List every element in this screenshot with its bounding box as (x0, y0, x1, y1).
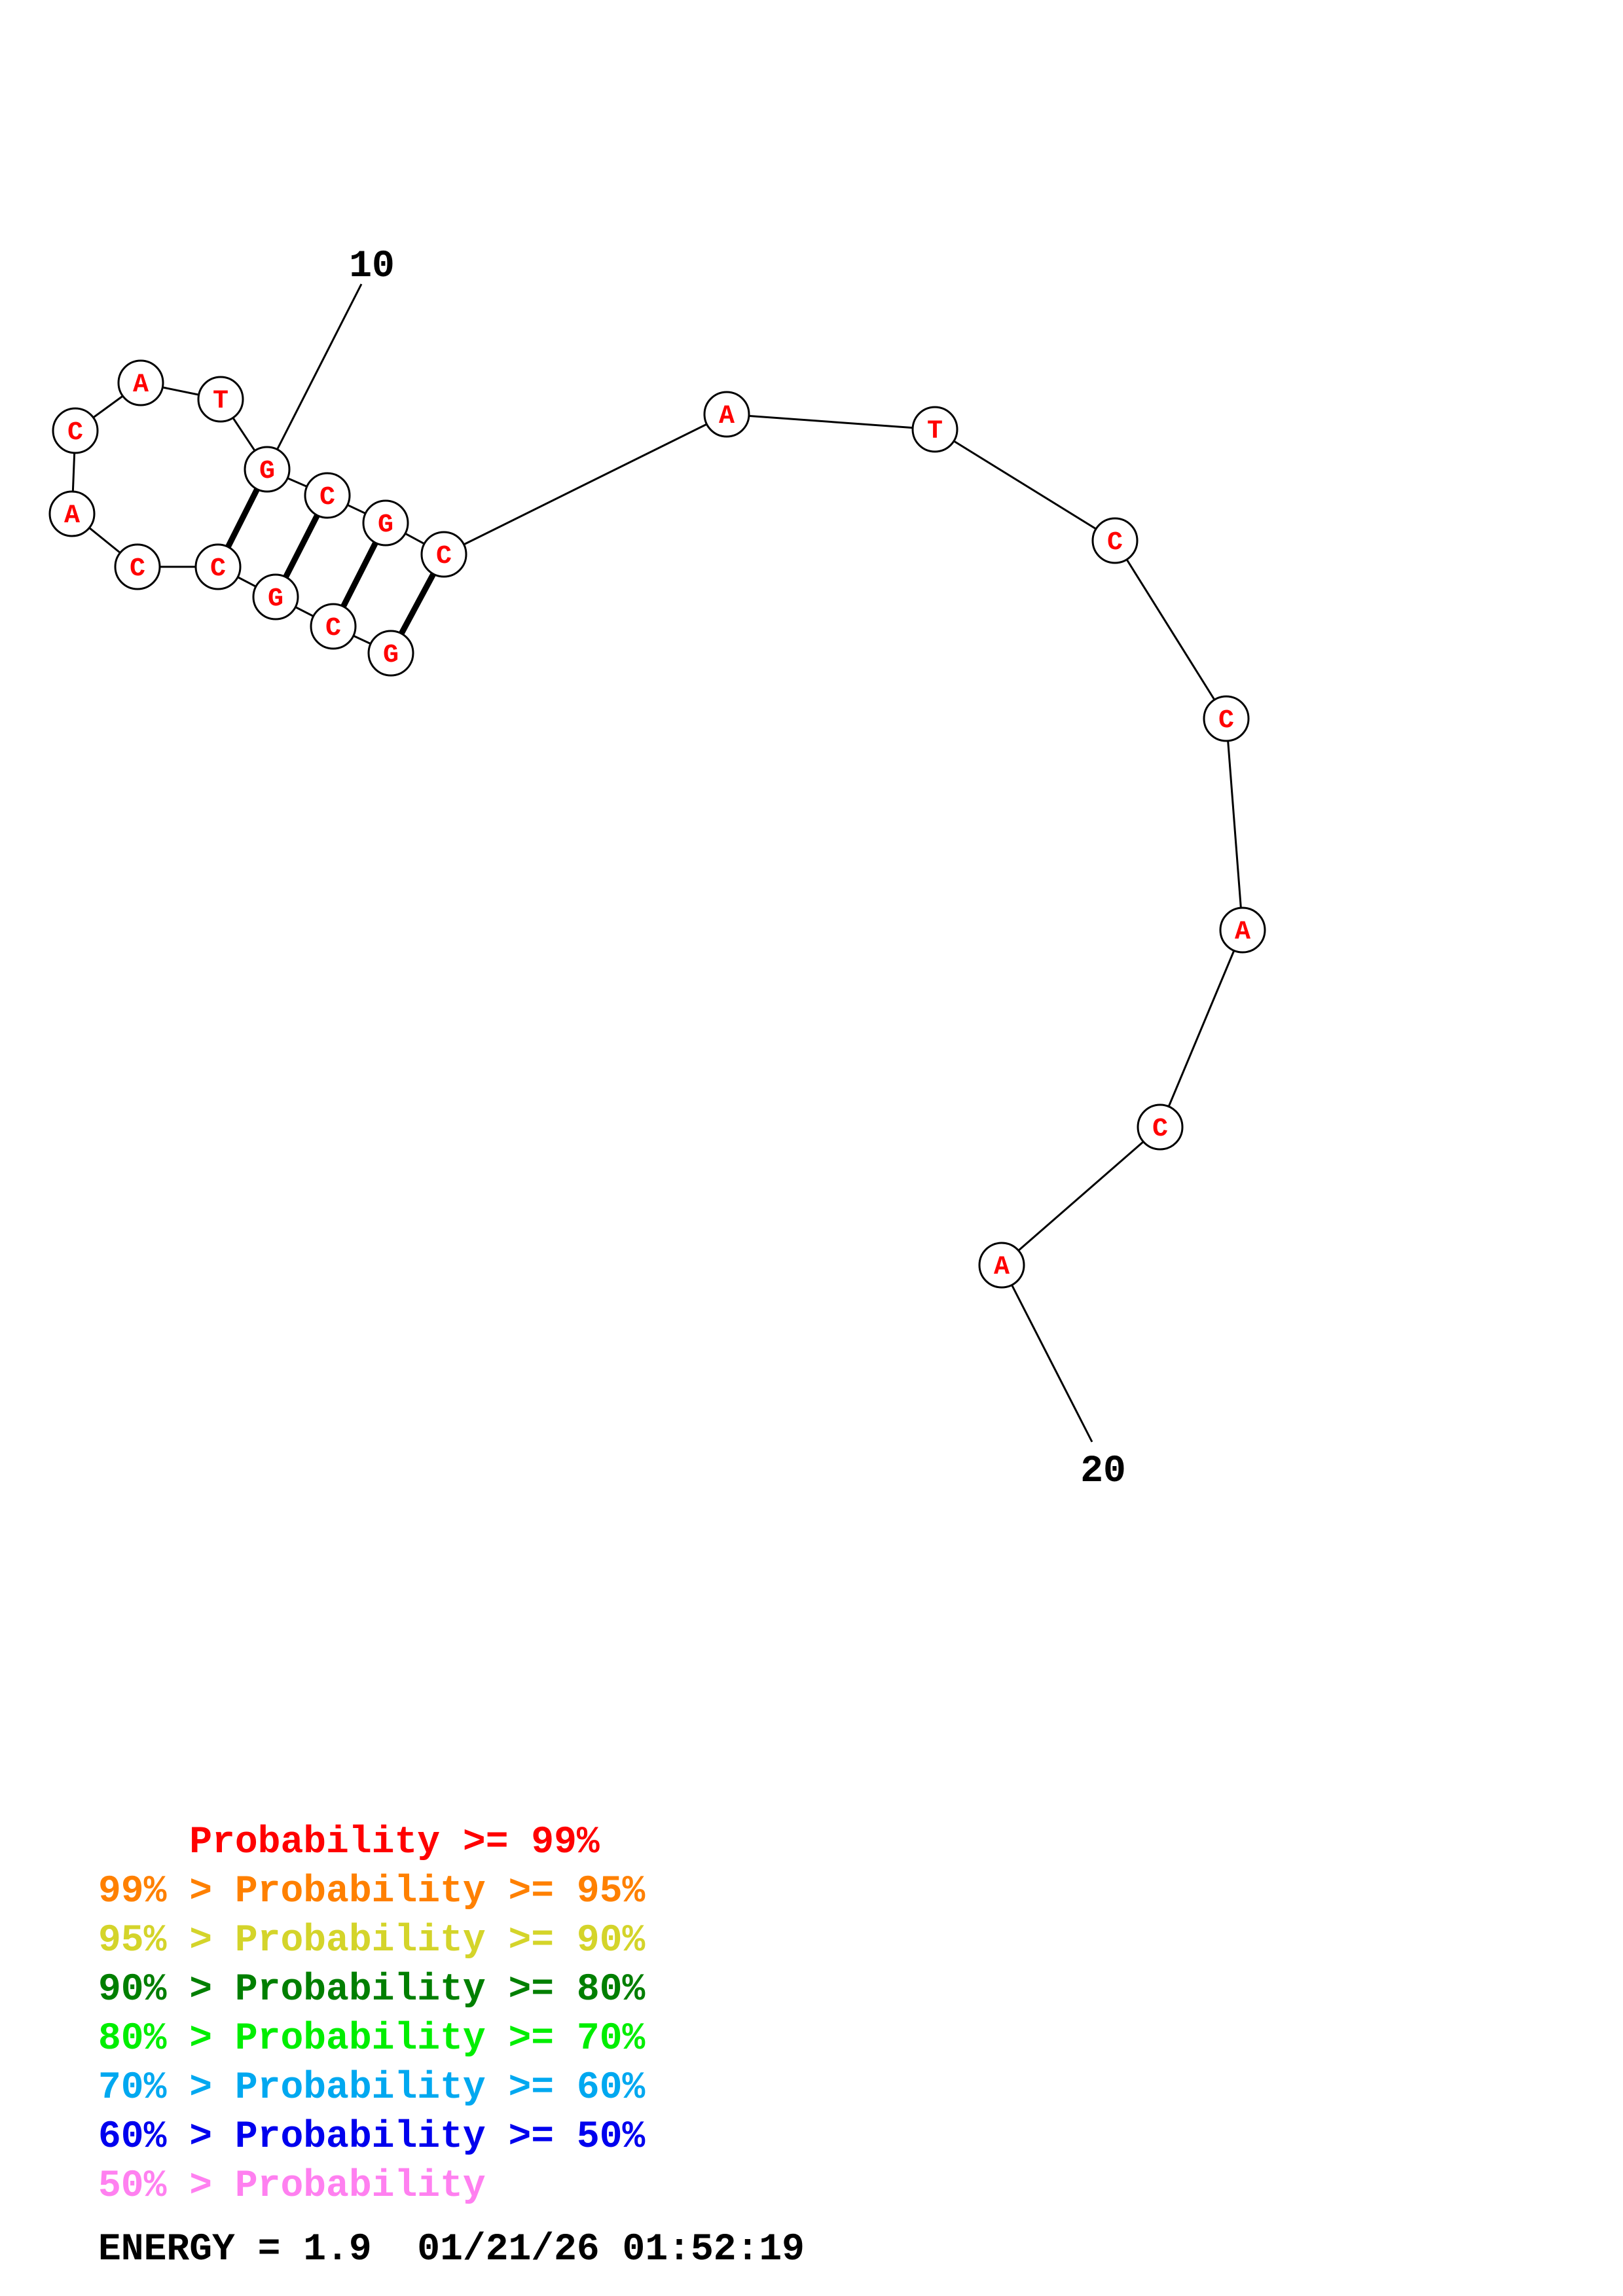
nucleotide-label: G (268, 584, 283, 614)
nucleotide-circle (1219, 906, 1266, 954)
nucleotide-label: A (994, 1253, 1010, 1282)
nucleotide-20: G (367, 630, 414, 677)
backbone-link (726, 413, 936, 431)
legend-entry: 50% > Probability (98, 2165, 486, 2208)
backbone-link (1001, 1126, 1161, 1266)
nucleotide-circle (194, 543, 242, 590)
nucleotide-14: C (1203, 695, 1250, 742)
backbone-link (1225, 718, 1244, 931)
nucleotide-circle (244, 446, 291, 493)
position-tick-10 (266, 283, 363, 470)
nucleotide-17: A (978, 1242, 1025, 1289)
nucleotide-18: G (252, 573, 299, 620)
nucleotide-circle (367, 630, 414, 677)
nucleotide-15: A (1219, 906, 1266, 954)
nucleotide-label: G (378, 511, 393, 540)
nucleotide-4: C (52, 407, 99, 454)
nucleotide-circle (1203, 695, 1250, 742)
nucleotide-9: G (362, 499, 409, 547)
nucleotide-circle (703, 391, 750, 438)
nucleotide-8: C (304, 472, 351, 519)
nucleotide-circle (304, 472, 351, 519)
nucleotide-circle (252, 573, 299, 620)
nucleotide-label: C (1107, 528, 1123, 558)
nucleotide-label: C (1218, 706, 1234, 736)
probability-legend: Probability >= 99% 99% > Probability >= 9… (98, 1818, 645, 2211)
nucleotide-circle (114, 543, 161, 590)
nucleotide-12: T (911, 406, 958, 453)
legend-entry: 60% > Probability >= 50% (98, 2116, 646, 2159)
legend-entry: Probability >= 99% (98, 1821, 600, 1864)
nucleotide-10: C (420, 531, 467, 578)
nucleotide-label: C (67, 418, 83, 448)
nucleotide-label: C (325, 614, 341, 643)
nucleotide-circle (362, 499, 409, 547)
legend-entry: 80% > Probability >= 70% (98, 2018, 646, 2060)
backbone-link (934, 428, 1116, 542)
nucleotide-19: C (310, 603, 357, 650)
nucleotide-label: C (1152, 1115, 1168, 1144)
position-number-20: 20 (1080, 1450, 1126, 1493)
position-tick-20 (1000, 1265, 1093, 1443)
nucleotide-circle (197, 376, 244, 423)
nucleotide-1: C (194, 543, 242, 590)
nucleotide-13: C (1091, 517, 1139, 564)
nucleotide-label: T (927, 417, 943, 446)
legend-entry: 90% > Probability >= 80% (98, 1969, 646, 2011)
nucleotide-label: C (436, 542, 452, 571)
backbone-link (443, 413, 727, 556)
legend-entry: 70% > Probability >= 60% (98, 2067, 646, 2109)
nucleotide-2: C (114, 543, 161, 590)
nucleotide-6: T (197, 376, 244, 423)
nucleotide-circle (48, 490, 96, 537)
backbone-link (1159, 929, 1244, 1128)
nucleotide-circle (420, 531, 467, 578)
nucleotide-label: C (130, 554, 145, 584)
legend-entry: 99% > Probability >= 95% (98, 1871, 646, 1913)
nucleotide-label: A (719, 402, 735, 431)
nucleotide-circle (310, 603, 357, 650)
energy-label: ENERGY = 1.9 01/21/26 01:52:19 (98, 2229, 805, 2271)
nucleotide-label: T (213, 387, 228, 416)
nucleotide-7: G (244, 446, 291, 493)
nucleotide-circle (911, 406, 958, 453)
nucleotide-11: A (703, 391, 750, 438)
nucleotide-circle (117, 359, 164, 406)
nucleotide-label: G (383, 641, 399, 670)
nucleotide-16: C (1137, 1103, 1184, 1151)
position-number-10: 10 (349, 245, 395, 288)
nucleotide-label: C (319, 483, 335, 512)
nucleotide-circle (1091, 517, 1139, 564)
nucleotide-circle (52, 407, 99, 454)
nucleotide-label: C (210, 554, 226, 584)
backbone-link (1114, 540, 1228, 719)
nucleotide-label: A (64, 501, 80, 531)
nucleotide-5: A (117, 359, 164, 406)
nucleotide-circle (978, 1242, 1025, 1289)
nucleotide-label: G (259, 457, 275, 486)
nucleotide-3: A (48, 490, 96, 537)
nucleotide-circle (1137, 1103, 1184, 1151)
nucleotide-label: A (1235, 918, 1250, 947)
legend-entry: 95% > Probability >= 90% (98, 1920, 646, 1962)
nucleotide-label: A (133, 370, 149, 400)
